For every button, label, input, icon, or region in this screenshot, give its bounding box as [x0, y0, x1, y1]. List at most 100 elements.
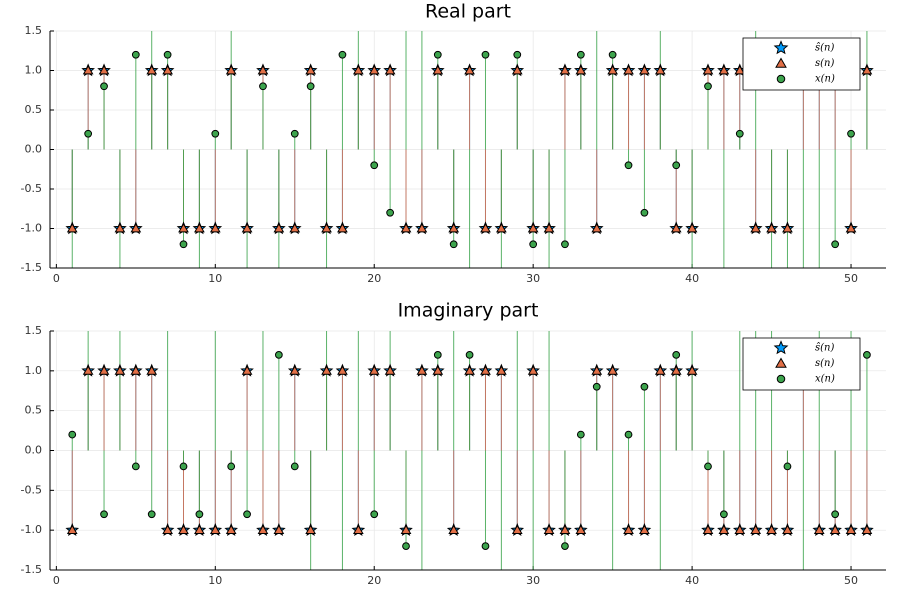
y-tick-label: 1.0: [25, 364, 43, 377]
y-tick-label: -1.0: [21, 222, 42, 235]
marker: [416, 222, 428, 233]
marker: [672, 351, 681, 359]
marker: [243, 510, 251, 519]
marker: [259, 82, 267, 91]
marker: [640, 208, 649, 217]
marker: [736, 304, 743, 311]
marker: [657, 591, 664, 598]
y-tick-label: -0.5: [21, 483, 42, 496]
marker: [433, 351, 442, 359]
legend-box: [742, 337, 861, 391]
marker: [546, 304, 553, 311]
marker: [768, 288, 775, 295]
marker: [864, 4, 871, 11]
marker: [227, 462, 236, 471]
marker: [704, 82, 712, 91]
marker: [274, 351, 283, 359]
marker: [355, 4, 362, 11]
y-tick-label: 0.5: [25, 404, 43, 417]
marker: [543, 222, 555, 233]
marker: [750, 524, 762, 535]
marker: [368, 64, 380, 75]
marker: [209, 222, 221, 233]
x-tick-label: 30: [526, 574, 540, 587]
marker: [85, 304, 92, 311]
marker: [449, 240, 458, 249]
x-tick-label: 40: [685, 272, 699, 285]
marker: [257, 524, 269, 535]
marker: [561, 240, 569, 249]
plot-area: [65, 304, 874, 598]
marker: [559, 64, 571, 75]
marker: [98, 64, 110, 75]
marker: [352, 64, 364, 75]
marker: [654, 365, 666, 375]
marker: [657, 4, 664, 11]
marker: [402, 542, 410, 550]
marker: [290, 462, 299, 471]
marker: [735, 129, 744, 138]
x-tick-label: 50: [844, 272, 858, 285]
marker: [640, 382, 649, 391]
x-tick-label: 10: [208, 272, 222, 285]
marker: [178, 222, 189, 233]
marker: [734, 524, 746, 535]
marker: [543, 524, 555, 535]
marker: [66, 524, 78, 535]
marker: [400, 222, 412, 233]
marker: [639, 64, 650, 75]
marker: [209, 524, 221, 535]
marker: [384, 365, 396, 375]
marker: [766, 524, 777, 535]
marker: [400, 524, 412, 535]
marker: [480, 365, 491, 375]
legend-label: x(n): [815, 74, 835, 85]
marker: [481, 542, 490, 550]
marker: [721, 288, 728, 295]
marker: [164, 304, 171, 311]
marker: [670, 222, 682, 233]
marker: [179, 240, 188, 249]
marker: [575, 64, 587, 75]
legend-marker: [776, 374, 786, 384]
marker: [527, 365, 539, 375]
marker: [689, 288, 696, 295]
marker: [607, 365, 618, 375]
marker: [465, 351, 474, 359]
marker: [130, 222, 142, 233]
marker: [195, 510, 204, 519]
marker: [592, 382, 601, 391]
marker: [290, 129, 299, 138]
marker: [432, 64, 444, 75]
marker: [689, 304, 696, 311]
marker: [212, 304, 219, 311]
legend: ŝ(n) s(n) x(n): [742, 337, 861, 391]
marker: [228, 4, 235, 11]
marker: [718, 64, 730, 75]
x-tick-label: 0: [53, 574, 60, 587]
marker: [623, 524, 634, 535]
marker: [607, 64, 618, 75]
marker: [352, 524, 364, 535]
marker: [146, 64, 158, 75]
marker: [816, 288, 823, 295]
marker: [323, 304, 330, 311]
marker: [162, 524, 173, 535]
marker: [321, 222, 332, 233]
marker: [750, 222, 762, 233]
marker: [702, 64, 714, 75]
marker: [84, 129, 93, 138]
marker: [813, 524, 825, 535]
marker: [194, 222, 205, 233]
marker: [305, 64, 317, 75]
legend-label: ŝ(n): [815, 343, 834, 354]
marker: [306, 82, 315, 91]
marker: [861, 64, 873, 75]
marker: [305, 524, 317, 535]
marker: [403, 4, 410, 11]
marker: [559, 524, 571, 535]
marker: [511, 64, 523, 75]
x-tick-label: 20: [367, 272, 381, 285]
x-tick-label: 40: [685, 574, 699, 587]
